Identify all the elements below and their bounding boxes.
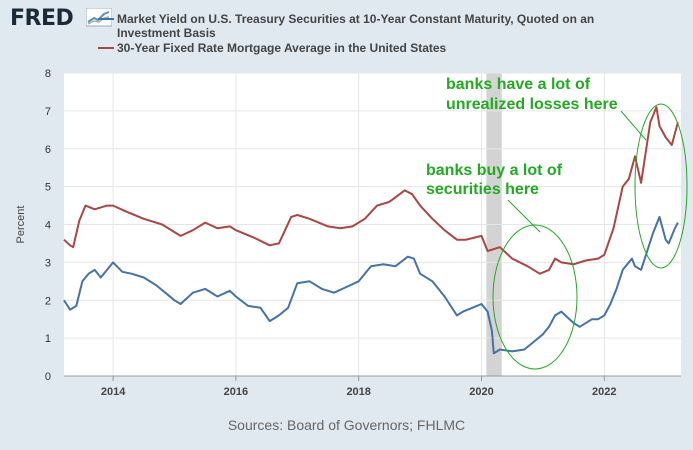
source-note: Sources: Board of Governors; FHLMC bbox=[227, 417, 466, 433]
series-line-0 bbox=[63, 215, 679, 355]
fred-logo: FRED bbox=[10, 6, 74, 31]
y-tick-label: 0 bbox=[45, 371, 51, 383]
y-tick-label: 3 bbox=[45, 257, 51, 269]
annotation-buy-line1: banks buy a lot of bbox=[426, 162, 563, 179]
annotation-buy-line2: securities here bbox=[426, 181, 539, 198]
legend-label-mortgage: 30-Year Fixed Rate Mortgage Average in t… bbox=[117, 41, 447, 55]
x-tick-label: 2014 bbox=[101, 386, 126, 398]
legend-entry-mortgage: 30-Year Fixed Rate Mortgage Average in t… bbox=[98, 41, 657, 55]
chart-logo-icon bbox=[86, 8, 112, 27]
x-tick-label: 2022 bbox=[592, 386, 616, 398]
annotation-ellipse-buy bbox=[492, 224, 578, 370]
x-tick-label: 2016 bbox=[224, 386, 248, 398]
legend-entry-treasury: Market Yield on U.S. Treasury Securities… bbox=[98, 12, 657, 40]
y-tick-label: 1 bbox=[45, 333, 51, 345]
y-axis-label: Percent bbox=[15, 206, 27, 244]
y-tick-label: 5 bbox=[45, 182, 51, 194]
x-tick-label: 2018 bbox=[346, 386, 370, 398]
legend-label-treasury: Market Yield on U.S. Treasury Securities… bbox=[117, 12, 595, 40]
y-tick-label: 6 bbox=[45, 144, 51, 156]
y-tick-label: 8 bbox=[45, 68, 51, 80]
y-tick-label: 4 bbox=[45, 220, 51, 232]
legend-swatch-treasury bbox=[98, 18, 114, 20]
y-tick-label: 2 bbox=[45, 295, 51, 307]
legend-swatch-mortgage bbox=[98, 47, 114, 49]
annotation-losses-line2: unrealized losses here bbox=[446, 96, 618, 113]
annotation-pointer-losses bbox=[620, 110, 647, 141]
annotation-ellipse-losses bbox=[634, 103, 688, 269]
y-tick-label: 7 bbox=[45, 106, 51, 118]
series-line-1 bbox=[63, 106, 679, 275]
annotation-losses-line1: banks have a lot of bbox=[446, 76, 591, 93]
x-tick-label: 2020 bbox=[469, 386, 493, 398]
annotation-pointer-buy bbox=[507, 199, 541, 233]
